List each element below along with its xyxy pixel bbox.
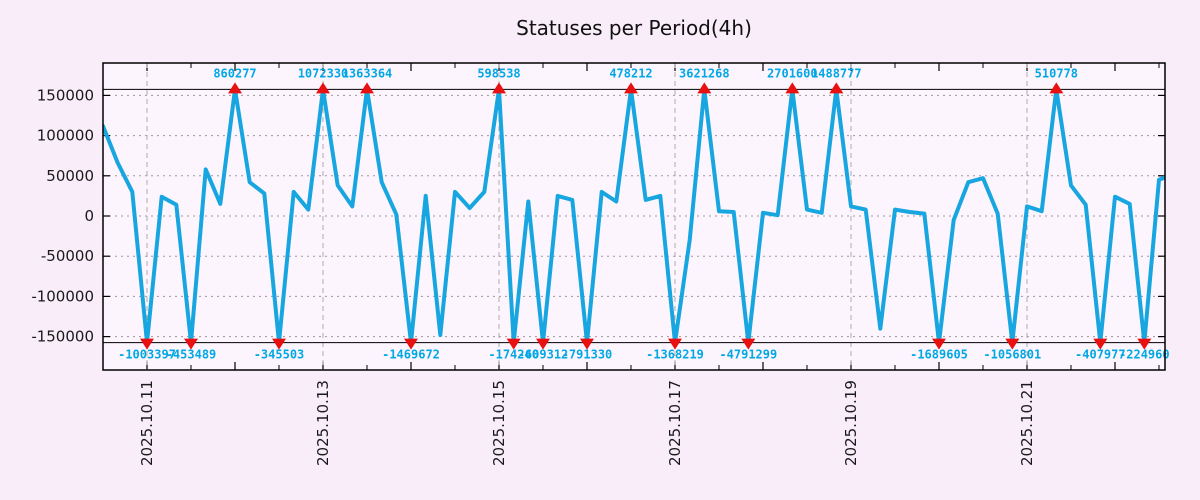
trough-value-label: -453489 bbox=[166, 348, 217, 362]
y-axis-tick-label: 50000 bbox=[46, 167, 94, 185]
trough-value-label: -4791299 bbox=[719, 348, 777, 362]
x-axis-date-label: 2025.10.11 bbox=[138, 380, 156, 466]
trough-marker-icon bbox=[580, 338, 594, 350]
trough-value-label: -174240 bbox=[488, 348, 539, 362]
trough-marker-icon bbox=[184, 338, 198, 350]
plot-frame bbox=[102, 62, 1166, 371]
chart-title: Statuses per Period(4h) bbox=[516, 16, 752, 40]
trough-marker-icon bbox=[404, 338, 418, 350]
peak-value-label: 860277 bbox=[213, 66, 256, 80]
x-axis-date-label: 2025.10.13 bbox=[314, 380, 332, 466]
trough-marker-icon bbox=[506, 338, 521, 350]
x-axis-date-label: 2025.10.17 bbox=[666, 380, 684, 466]
y-axis-tick-label: -100000 bbox=[31, 287, 94, 305]
x-axis-date-label: 2025.10.19 bbox=[842, 380, 860, 466]
peak-marker-icon bbox=[492, 82, 506, 94]
peak-value-label: 1488777 bbox=[811, 66, 862, 80]
peak-value-label: 3621268 bbox=[679, 66, 730, 80]
extreme-markers-and-labels: -1003397-453489 860277 -345503 107233013633… bbox=[118, 66, 1170, 361]
y-grid-and-labels: 150000 100000 50000 0 -50000 -100000 -150000 bbox=[31, 86, 1165, 346]
peak-value-label: 1363364 bbox=[342, 66, 393, 80]
peak-marker-icon bbox=[697, 82, 712, 94]
x-grid-and-labels: 2025.10.11 2025.10.13 2025.10.15 2025.10.17… bbox=[102, 63, 1160, 466]
peak-marker-icon bbox=[316, 82, 330, 94]
trough-marker-icon bbox=[1093, 338, 1108, 350]
trough-value-label: -1689605 bbox=[910, 348, 968, 362]
trough-value-label: -224960 bbox=[1119, 348, 1170, 362]
peak-marker-icon bbox=[228, 82, 242, 94]
trough-marker-icon bbox=[272, 338, 286, 350]
peak-marker-icon bbox=[829, 82, 844, 94]
peak-marker-icon bbox=[624, 82, 638, 94]
trough-marker-icon bbox=[1137, 338, 1152, 350]
trough-marker-icon bbox=[140, 338, 154, 350]
peak-value-label: 1072330 bbox=[298, 66, 349, 80]
y-axis-tick-label: 0 bbox=[84, 207, 94, 225]
x-axis-date-label: 2025.10.21 bbox=[1018, 380, 1036, 466]
trough-marker-icon bbox=[668, 338, 682, 350]
y-axis-tick-label: 100000 bbox=[37, 127, 94, 145]
trough-marker-icon bbox=[536, 338, 550, 350]
peak-value-label: 2701600 bbox=[767, 66, 818, 80]
trough-value-label: -407977 bbox=[1075, 348, 1126, 362]
peak-marker-icon bbox=[785, 82, 800, 94]
trough-value-label: -1056801 bbox=[983, 348, 1041, 362]
y-axis-tick-label: -50000 bbox=[41, 247, 94, 265]
trough-marker-icon bbox=[1005, 338, 1020, 350]
series-line bbox=[103, 87, 1165, 345]
peak-marker-icon bbox=[1049, 82, 1064, 94]
trough-value-label: -1469672 bbox=[382, 348, 440, 362]
trough-value-label: -1003397 bbox=[118, 348, 176, 362]
peak-value-label: 510778 bbox=[1035, 66, 1078, 80]
peak-marker-icon bbox=[360, 82, 374, 94]
trough-marker-icon bbox=[741, 338, 756, 350]
y-axis-tick-label: 150000 bbox=[37, 86, 94, 104]
trough-value-label: -1368219 bbox=[646, 348, 704, 362]
trough-marker-icon bbox=[932, 338, 946, 350]
x-axis-date-label: 2025.10.15 bbox=[490, 380, 508, 466]
trough-value-label: -345503 bbox=[254, 348, 305, 362]
peak-value-label: 598538 bbox=[477, 66, 520, 80]
peak-value-label: 478212 bbox=[609, 66, 652, 80]
y-axis-tick-label: -150000 bbox=[31, 328, 94, 346]
trough-value-label: -791330 bbox=[562, 348, 613, 362]
trough-value-label: -609312 bbox=[518, 348, 569, 362]
